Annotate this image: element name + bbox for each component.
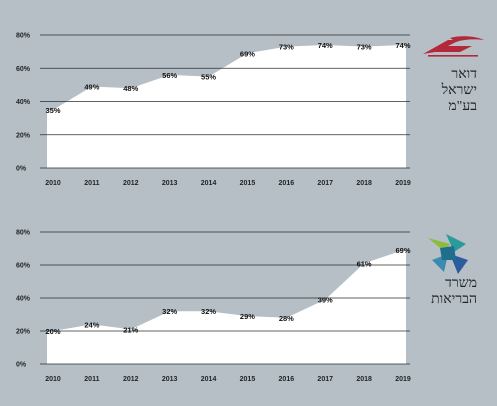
israel-post-logo xyxy=(423,36,484,57)
data-label: 55% xyxy=(201,73,216,82)
data-label: 28% xyxy=(279,314,294,323)
x-tick-label: 2010 xyxy=(45,180,61,187)
x-tick-label: 2015 xyxy=(240,180,256,187)
x-tick-label: 2016 xyxy=(279,180,295,187)
x-tick-label: 2012 xyxy=(123,376,139,383)
data-label: 73% xyxy=(357,43,372,52)
y-tick-label: 0% xyxy=(16,362,27,369)
y-tick-label: 60% xyxy=(16,263,31,270)
data-label: 56% xyxy=(162,71,177,80)
health-ministry-logo xyxy=(428,234,468,274)
x-tick-label: 2013 xyxy=(162,180,178,187)
data-label: 35% xyxy=(45,106,60,115)
y-tick-label: 60% xyxy=(16,66,31,73)
y-tick-label: 40% xyxy=(16,296,31,303)
x-tick-label: 2011 xyxy=(84,180,99,187)
org-name-line: משרד xyxy=(445,276,477,291)
data-label: 69% xyxy=(240,49,255,58)
y-tick-label: 80% xyxy=(16,33,31,40)
data-label: 48% xyxy=(123,84,138,93)
x-tick-label: 2012 xyxy=(123,180,139,187)
data-label: 73% xyxy=(279,43,294,52)
x-tick-label: 2014 xyxy=(201,376,217,383)
data-label: 32% xyxy=(201,307,216,316)
x-tick-label: 2011 xyxy=(84,376,99,383)
x-tick-label: 2018 xyxy=(356,376,372,383)
x-tick-label: 2013 xyxy=(162,376,178,383)
x-tick-label: 2014 xyxy=(201,180,217,187)
data-label: 49% xyxy=(84,83,99,92)
data-label: 69% xyxy=(395,246,410,255)
israel-post-name: דואר ישראל בע"מ xyxy=(387,67,477,115)
data-label: 20% xyxy=(45,327,60,336)
y-tick-label: 0% xyxy=(16,166,27,173)
data-label: 21% xyxy=(123,325,138,334)
chart-israel-post: 0% 20% 40% 60% 80% 2010 2011 2012 2013 2014 2015 20… xyxy=(16,33,411,188)
data-label: 29% xyxy=(240,312,255,321)
chart-health-ministry: 0% 20% 40% 60% 80% 2010 2011 2012 2013 2014 2015 20… xyxy=(16,230,411,384)
y-tick-label: 20% xyxy=(16,132,31,139)
data-label: 61% xyxy=(357,259,372,268)
health-ministry-name: משרד הבריאות xyxy=(387,276,477,308)
data-label: 24% xyxy=(84,320,99,329)
x-tick-label: 2019 xyxy=(395,376,411,383)
data-label: 39% xyxy=(318,296,333,305)
x-tick-label: 2010 xyxy=(45,376,61,383)
org-name-line: דואר xyxy=(451,67,477,82)
area-series xyxy=(47,44,406,168)
x-tick-label: 2019 xyxy=(395,180,411,187)
y-tick-label: 80% xyxy=(16,230,31,237)
y-tick-label: 20% xyxy=(16,329,31,336)
y-tick-label: 40% xyxy=(16,99,31,106)
data-label: 32% xyxy=(162,307,177,316)
x-tick-label: 2018 xyxy=(356,180,372,187)
org-name-line: הבריאות xyxy=(431,292,477,307)
x-tick-label: 2017 xyxy=(317,180,333,187)
data-label: 74% xyxy=(318,41,333,50)
org-name-line: ישראל xyxy=(441,83,477,98)
data-label: 74% xyxy=(395,41,410,50)
x-tick-label: 2015 xyxy=(240,376,256,383)
org-name-line: בע"מ xyxy=(448,99,477,114)
x-tick-label: 2017 xyxy=(317,376,333,383)
x-tick-label: 2016 xyxy=(279,376,295,383)
area-series xyxy=(47,250,406,364)
